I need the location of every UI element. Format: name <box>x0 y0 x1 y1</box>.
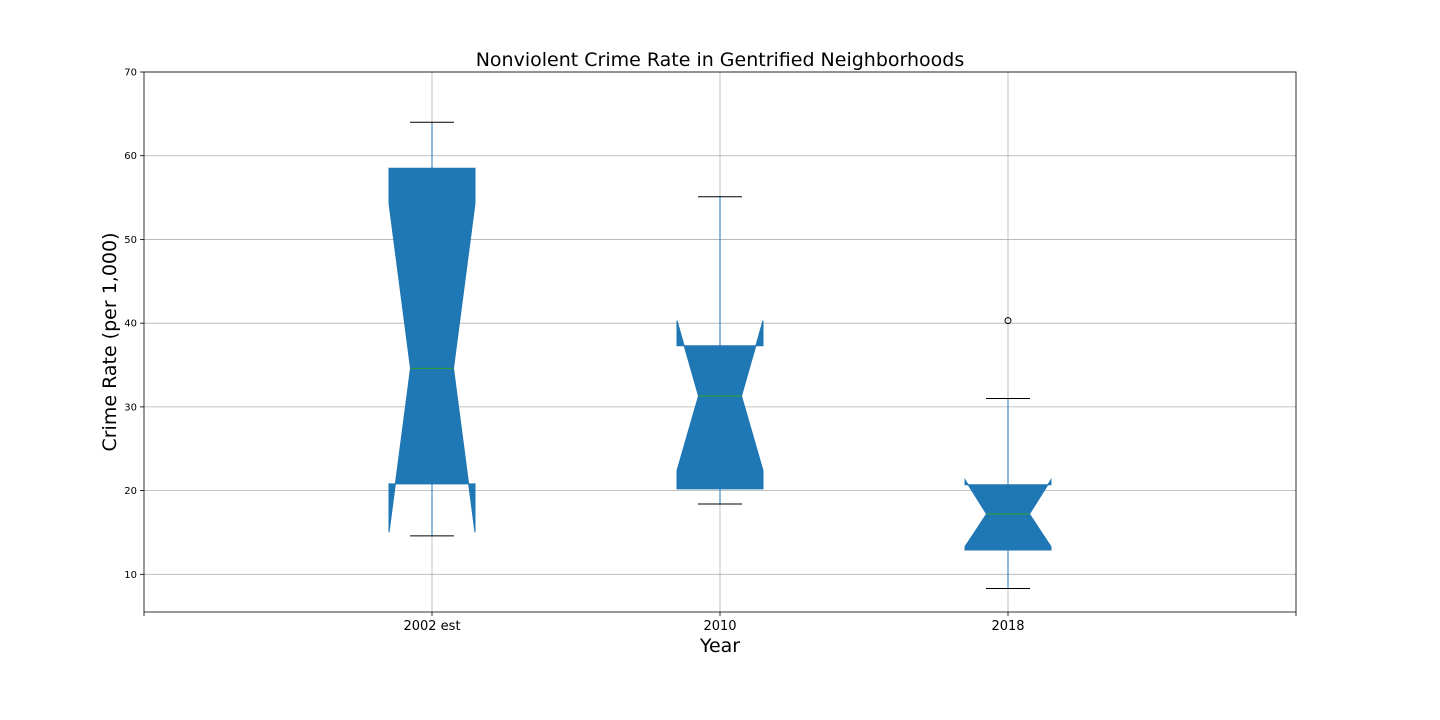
chart-title: Nonviolent Crime Rate in Gentrified Neig… <box>476 49 965 71</box>
y-tick-label: 60 <box>124 151 137 162</box>
x-tick-label: 2018 <box>991 619 1024 634</box>
x-tick-label: 2010 <box>703 619 736 634</box>
x-axis-label: Year <box>699 635 740 657</box>
y-tick-label: 10 <box>124 570 137 581</box>
x-tick-label: 2002 est <box>403 619 460 634</box>
y-tick-label: 70 <box>124 68 137 79</box>
box-group <box>676 196 764 505</box>
y-tick-label: 40 <box>124 319 137 330</box>
y-axis-label: Crime Rate (per 1,000) <box>99 232 121 451</box>
y-tick-label: 50 <box>124 235 137 246</box>
notched-box <box>676 320 764 490</box>
box-layer <box>388 121 1052 590</box>
notched-box <box>964 477 1052 551</box>
outlier-point <box>1004 317 1012 325</box>
notched-box <box>388 167 476 533</box>
y-tick-label: 20 <box>124 486 137 497</box>
box-group <box>964 317 1052 590</box>
tick-layer: 10 20 30 40 50 60 70 2002 est 2010 2018 <box>124 68 1297 634</box>
box-group <box>388 121 476 537</box>
y-tick-label: 30 <box>124 402 137 413</box>
